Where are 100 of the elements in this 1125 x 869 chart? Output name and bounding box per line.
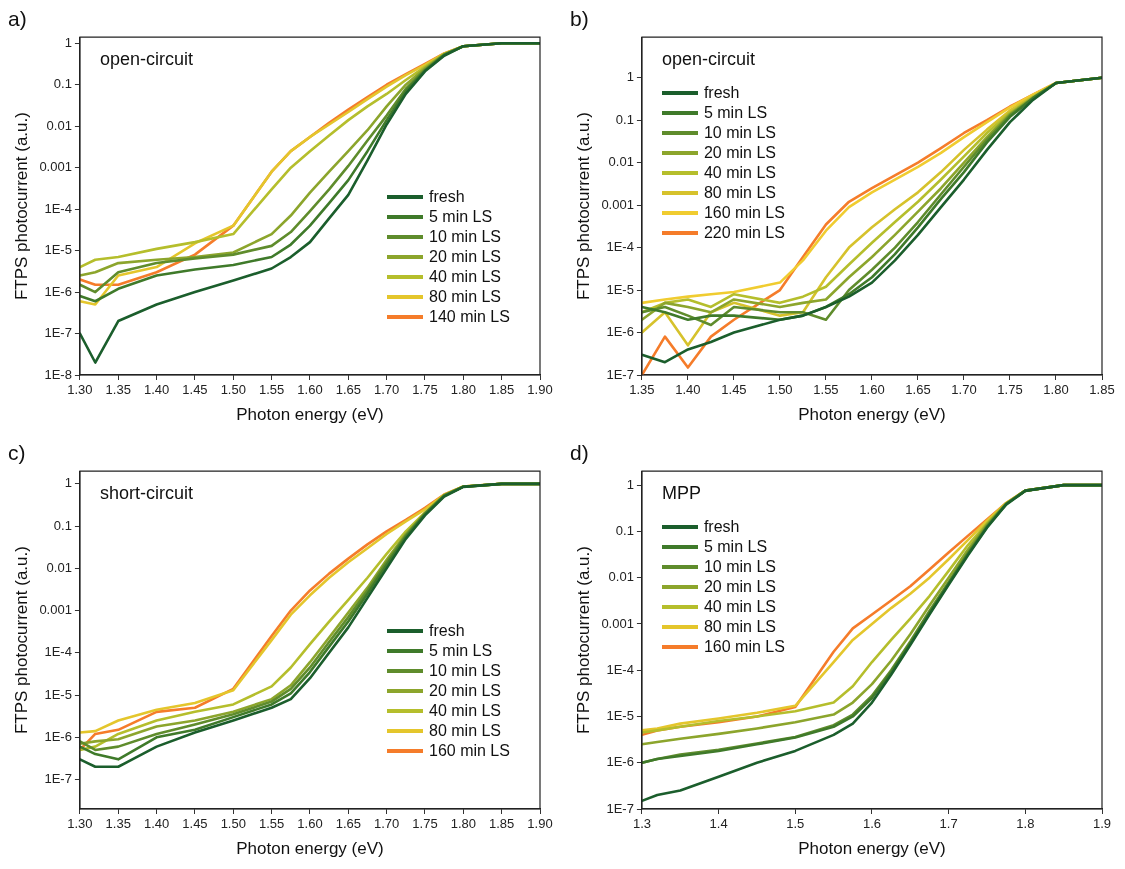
y-tick-label: 1E-7 xyxy=(606,800,634,816)
y-tick-label: 1E-8 xyxy=(44,366,72,382)
legend-label: 20 min LS xyxy=(703,578,776,597)
x-tick-label: 1.70 xyxy=(951,382,977,398)
legend-label: 80 min LS xyxy=(429,722,502,740)
legend-label: 40 min LS xyxy=(703,598,776,617)
x-tick-label: 1.55 xyxy=(258,382,285,398)
legend-label: 40 min LS xyxy=(703,164,776,183)
y-tick-label: 0.1 xyxy=(53,517,72,533)
x-tick-label: 1.60 xyxy=(297,816,323,832)
legend-label: 160 min LS xyxy=(703,204,785,223)
legend-label: 5 min LS xyxy=(429,642,493,660)
y-tick-label: 1E-4 xyxy=(606,239,634,255)
chart-title: b) xyxy=(570,7,589,31)
y-axis-title: FTPS photocurrent (a.u.) xyxy=(573,546,593,735)
legend-label: 10 min LS xyxy=(429,228,502,246)
x-tick-label: 1.35 xyxy=(105,816,131,832)
x-axis-title: Photon energy (eV) xyxy=(798,405,946,425)
y-tick-label: 0.01 xyxy=(608,154,634,170)
x-tick-label: 1.75 xyxy=(997,382,1023,398)
legend-label: 20 min LS xyxy=(429,248,502,266)
x-tick-label: 1.6 xyxy=(862,816,881,832)
legend-label: fresh xyxy=(429,188,465,206)
annotation: open-circuit xyxy=(661,49,755,70)
x-tick-label: 1.5 xyxy=(786,816,805,832)
y-tick-label: 1E-5 xyxy=(606,281,634,297)
y-tick-label: 1E-4 xyxy=(44,200,72,216)
y-tick-label: 0.1 xyxy=(615,111,634,127)
annotation: open-circuit xyxy=(99,49,193,70)
legend-label: 140 min LS xyxy=(429,308,510,326)
y-tick-label: 1E-7 xyxy=(606,366,634,382)
x-tick-label: 1.80 xyxy=(1043,382,1069,398)
y-tick-label: 0.001 xyxy=(39,602,72,618)
y-tick-label: 0.01 xyxy=(46,559,72,575)
x-tick-label: 1.80 xyxy=(450,816,476,832)
x-tick-label: 1.9 xyxy=(1092,816,1112,832)
y-tick-label: 1E-7 xyxy=(44,771,72,787)
legend-label: 160 min LS xyxy=(429,742,510,760)
x-tick-label: 1.75 xyxy=(412,816,438,832)
x-tick-label: 1.45 xyxy=(721,382,747,398)
x-tick-label: 1.70 xyxy=(373,382,400,398)
legend-label: 80 min LS xyxy=(429,288,502,306)
legend-label: 5 min LS xyxy=(703,104,768,123)
chart-title: d) xyxy=(570,441,589,465)
x-tick-label: 1.70 xyxy=(373,816,400,832)
y-tick-label: 1E-6 xyxy=(606,754,634,770)
y-tick-label: 1E-5 xyxy=(606,708,634,724)
x-tick-label: 1.65 xyxy=(335,382,361,398)
y-tick-label: 1E-5 xyxy=(44,686,72,702)
legend-label: 160 min LS xyxy=(703,638,785,657)
legend-label: 40 min LS xyxy=(429,268,502,286)
y-tick-label: 1 xyxy=(64,475,72,491)
y-tick-label: 0.1 xyxy=(53,76,72,92)
x-tick-label: 1.55 xyxy=(813,382,839,398)
legend-label: 80 min LS xyxy=(703,618,776,637)
x-axis-title: Photon energy (eV) xyxy=(798,839,946,859)
x-tick-label: 1.35 xyxy=(105,382,131,398)
y-tick-label: 1E-4 xyxy=(606,661,634,677)
chart-title: a) xyxy=(8,7,27,31)
legend-label: 10 min LS xyxy=(429,662,502,680)
y-tick-label: 1E-5 xyxy=(44,242,72,258)
x-tick-label: 1.65 xyxy=(335,816,361,832)
y-tick-label: 1E-7 xyxy=(44,325,72,341)
y-tick-label: 1E-6 xyxy=(44,728,72,744)
x-tick-label: 1.35 xyxy=(629,382,655,398)
chart-title: c) xyxy=(8,441,26,465)
y-axis-title: FTPS photocurrent (a.u.) xyxy=(573,112,593,301)
legend-label: fresh xyxy=(703,518,740,537)
x-tick-label: 1.80 xyxy=(450,382,476,398)
y-tick-label: 1E-6 xyxy=(44,283,72,299)
legend-label: 10 min LS xyxy=(703,558,776,577)
x-tick-label: 1.50 xyxy=(767,382,793,398)
x-tick-label: 1.50 xyxy=(220,382,246,398)
x-tick-label: 1.45 xyxy=(182,382,208,398)
y-axis-title: FTPS photocurrent (a.u.) xyxy=(11,546,31,735)
x-tick-label: 1.60 xyxy=(859,382,885,398)
x-tick-label: 1.50 xyxy=(220,816,246,832)
x-tick-label: 1.60 xyxy=(297,382,323,398)
y-tick-label: 1E-6 xyxy=(606,324,634,340)
legend-label: 10 min LS xyxy=(703,124,776,143)
x-tick-label: 1.85 xyxy=(489,816,515,832)
x-tick-label: 1.55 xyxy=(258,816,285,832)
y-tick-label: 1 xyxy=(64,34,72,50)
x-tick-label: 1.40 xyxy=(143,382,170,398)
y-tick-label: 0.001 xyxy=(601,196,634,212)
x-axis-title: Photon energy (eV) xyxy=(236,405,384,425)
x-tick-label: 1.30 xyxy=(67,816,93,832)
x-tick-label: 1.45 xyxy=(182,816,208,832)
x-tick-label: 1.90 xyxy=(527,382,553,398)
x-tick-label: 1.85 xyxy=(1089,382,1115,398)
legend-label: 20 min LS xyxy=(703,144,776,163)
legend-label: fresh xyxy=(429,622,465,640)
y-tick-label: 0.01 xyxy=(608,569,634,585)
x-tick-label: 1.8 xyxy=(1016,816,1035,832)
legend-label: fresh xyxy=(703,84,740,103)
legend-label: 5 min LS xyxy=(703,538,768,557)
y-tick-label: 1 xyxy=(626,69,634,85)
x-tick-label: 1.40 xyxy=(143,816,170,832)
x-tick-label: 1.65 xyxy=(905,382,931,398)
y-tick-label: 1 xyxy=(626,476,634,492)
